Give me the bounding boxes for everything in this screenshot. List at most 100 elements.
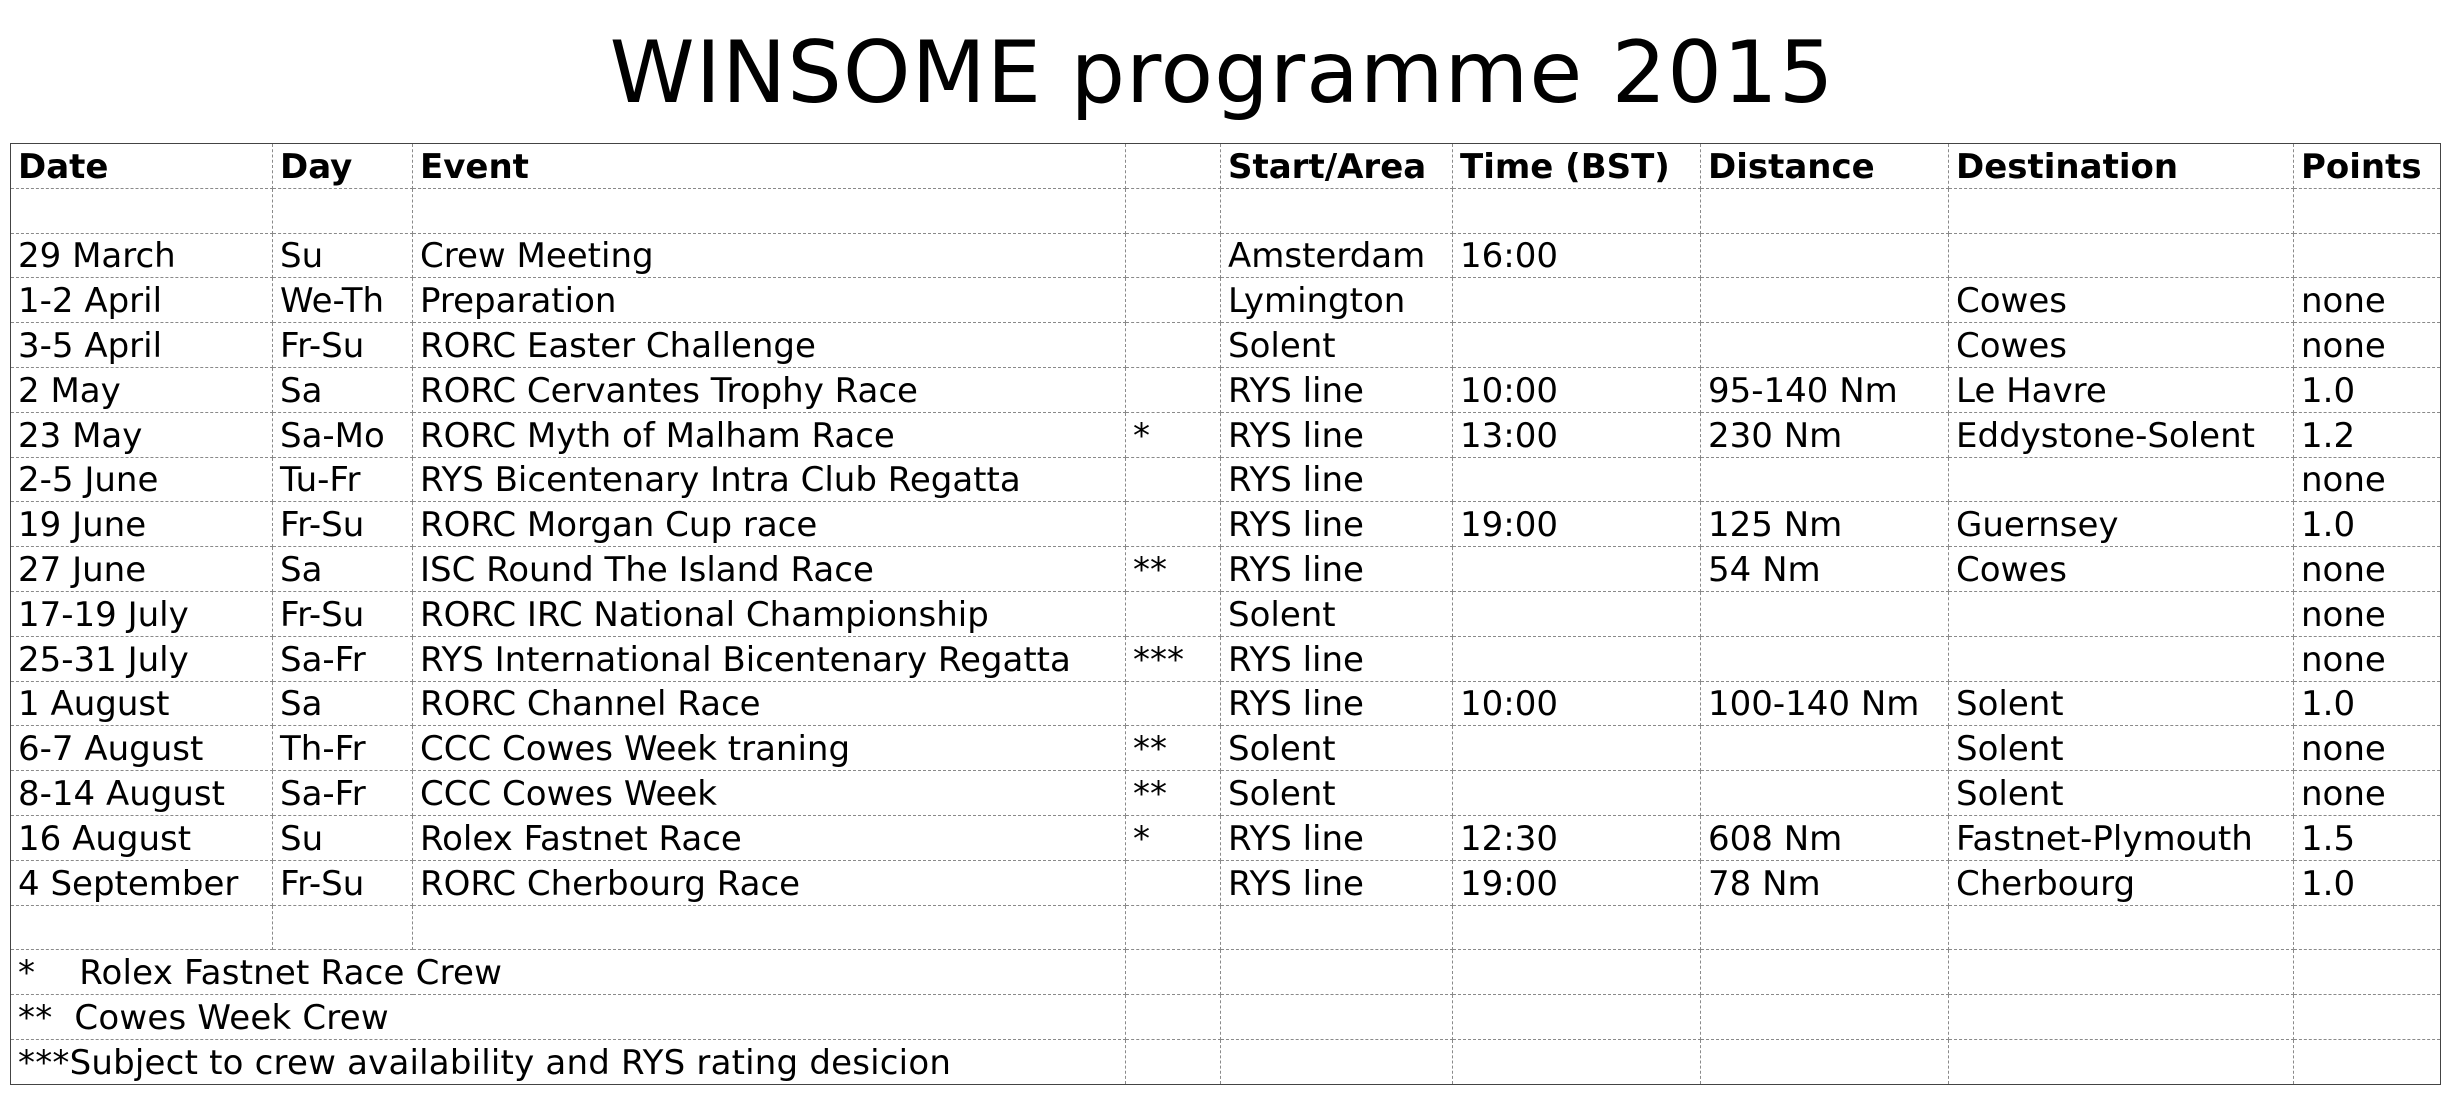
footnote-row: * Rolex Fastnet Race Crew	[10, 949, 2441, 996]
cell-event: Crew Meeting	[412, 232, 1126, 279]
cell-distance	[1700, 322, 1949, 368]
footnote: ** Cowes Week Crew	[10, 994, 1126, 1040]
cell-day: Sa-Fr	[272, 770, 413, 816]
cell-event: RORC IRC National Championship	[412, 590, 1126, 637]
cell-destination: Cowes	[1948, 322, 2294, 368]
cell-time: 19:00	[1452, 859, 1701, 906]
cell-day: Su	[272, 232, 413, 279]
table-row: 1 August Sa RORC Channel Race RYS line 10:00…	[10, 680, 2441, 727]
cell-date: 4 September	[10, 859, 273, 906]
cell-date: 23 May	[10, 411, 273, 458]
table-row: 27 June Sa ISC Round The Island Race ** RYS …	[10, 546, 2441, 592]
cell-time	[1452, 635, 1701, 682]
cell-points: none	[2293, 590, 2441, 637]
cell-event: RORC Channel Race	[412, 680, 1126, 727]
cell-date: 8-14 August	[10, 770, 273, 816]
table-row: 8-14 August Sa-Fr CCC Cowes Week ** Solent So…	[10, 770, 2441, 816]
cell-date: 16 August	[10, 814, 273, 861]
cell-day: Sa-Fr	[272, 635, 413, 682]
cell-crew: **	[1125, 546, 1221, 592]
table-row: 25-31 July Sa-Fr RYS International Bicente…	[10, 635, 2441, 682]
cell-date: 17-19 July	[10, 590, 273, 637]
cell-day: Sa	[272, 546, 413, 592]
cell-destination: Solent	[1948, 770, 2294, 816]
cell-crew: **	[1125, 725, 1221, 772]
page-title: WINSOME programme 2015	[609, 23, 1835, 123]
footnote-row: ***Subject to crew availability and RYS …	[10, 1038, 2441, 1085]
cell-points: 1.2	[2293, 411, 2441, 458]
cell-crew: ***	[1125, 635, 1221, 682]
table-row: 23 May Sa-Mo RORC Myth of Malham Race * RYS …	[10, 411, 2441, 458]
cell-crew	[1125, 501, 1221, 548]
cell-day: Sa	[272, 366, 413, 413]
cell-destination	[1948, 456, 2294, 503]
cell-time	[1452, 322, 1701, 368]
cell-start: Solent	[1220, 725, 1453, 772]
cell-distance: 230 Nm	[1700, 411, 1949, 458]
cell-crew: **	[1125, 770, 1221, 816]
cell-time: 12:30	[1452, 814, 1701, 861]
cell-date: 25-31 July	[10, 635, 273, 682]
cell-day: Th-Fr	[272, 725, 413, 772]
cell-distance: 100-140 Nm	[1700, 680, 1949, 727]
cell-time	[1452, 725, 1701, 772]
cell-event: RYS Bicentenary Intra Club Regatta	[412, 456, 1126, 503]
cell-crew	[1125, 366, 1221, 413]
cell-day: We-Th	[272, 277, 413, 324]
cell-start: RYS line	[1220, 814, 1453, 861]
table-row: 19 June Fr-Su RORC Morgan Cup race RYS line…	[10, 501, 2441, 548]
cell-time	[1452, 277, 1701, 324]
cell-distance	[1700, 770, 1949, 816]
cell-points: 1.0	[2293, 366, 2441, 413]
cell-time	[1452, 590, 1701, 637]
cell-points: none	[2293, 635, 2441, 682]
table-row: 3-5 April Fr-Su RORC Easter Challenge Solen…	[10, 322, 2441, 368]
cell-destination: Fastnet-Plymouth	[1948, 814, 2294, 861]
cell-time	[1452, 546, 1701, 592]
header-points: Points	[2293, 143, 2441, 189]
header-date: Date	[10, 143, 273, 189]
cell-start: Amsterdam	[1220, 232, 1453, 279]
cell-day: Fr-Su	[272, 590, 413, 637]
cell-points: 1.0	[2293, 501, 2441, 548]
cell-distance: 54 Nm	[1700, 546, 1949, 592]
cell-day: Tu-Fr	[272, 456, 413, 503]
cell-points: none	[2293, 456, 2441, 503]
cell-destination	[1948, 232, 2294, 279]
cell-day: Fr-Su	[272, 322, 413, 368]
cell-start: Lymington	[1220, 277, 1453, 324]
cell-time: 10:00	[1452, 680, 1701, 727]
cell-event: RORC Myth of Malham Race	[412, 411, 1126, 458]
cell-date: 2-5 June	[10, 456, 273, 503]
cell-destination: Cowes	[1948, 277, 2294, 324]
cell-start: RYS line	[1220, 411, 1453, 458]
cell-time: 10:00	[1452, 366, 1701, 413]
cell-crew: *	[1125, 814, 1221, 861]
cell-distance	[1700, 590, 1949, 637]
cell-destination: Guernsey	[1948, 501, 2294, 548]
cell-points: none	[2293, 277, 2441, 324]
cell-event: RORC Morgan Cup race	[412, 501, 1126, 548]
cell-start: RYS line	[1220, 546, 1453, 592]
cell-event: ISC Round The Island Race	[412, 546, 1126, 592]
cell-day: Sa-Mo	[272, 411, 413, 458]
cell-start: Solent	[1220, 590, 1453, 637]
cell-day: Fr-Su	[272, 501, 413, 548]
cell-date: 2 May	[10, 366, 273, 413]
cell-distance	[1700, 232, 1949, 279]
table-row: 2 May Sa RORC Cervantes Trophy Race RYS lin…	[10, 366, 2441, 413]
programme-table: Date Day Event Start/Area Time (BST) Dis…	[10, 143, 2441, 1085]
header-start-area: Start/Area	[1220, 143, 1453, 189]
cell-distance: 95-140 Nm	[1700, 366, 1949, 413]
table-row: 4 September Fr-Su RORC Cherbourg Race RYS l…	[10, 859, 2441, 906]
cell-destination: Cowes	[1948, 546, 2294, 592]
table-row: 16 August Su Rolex Fastnet Race * RYS line 12…	[10, 814, 2441, 861]
cell-date: 29 March	[10, 232, 273, 279]
header-time: Time (BST)	[1452, 143, 1701, 189]
cell-start: RYS line	[1220, 366, 1453, 413]
cell-destination	[1948, 635, 2294, 682]
cell-distance	[1700, 725, 1949, 772]
header-event: Event	[412, 143, 1126, 189]
cell-date: 1 August	[10, 680, 273, 727]
cell-event: Preparation	[412, 277, 1126, 324]
